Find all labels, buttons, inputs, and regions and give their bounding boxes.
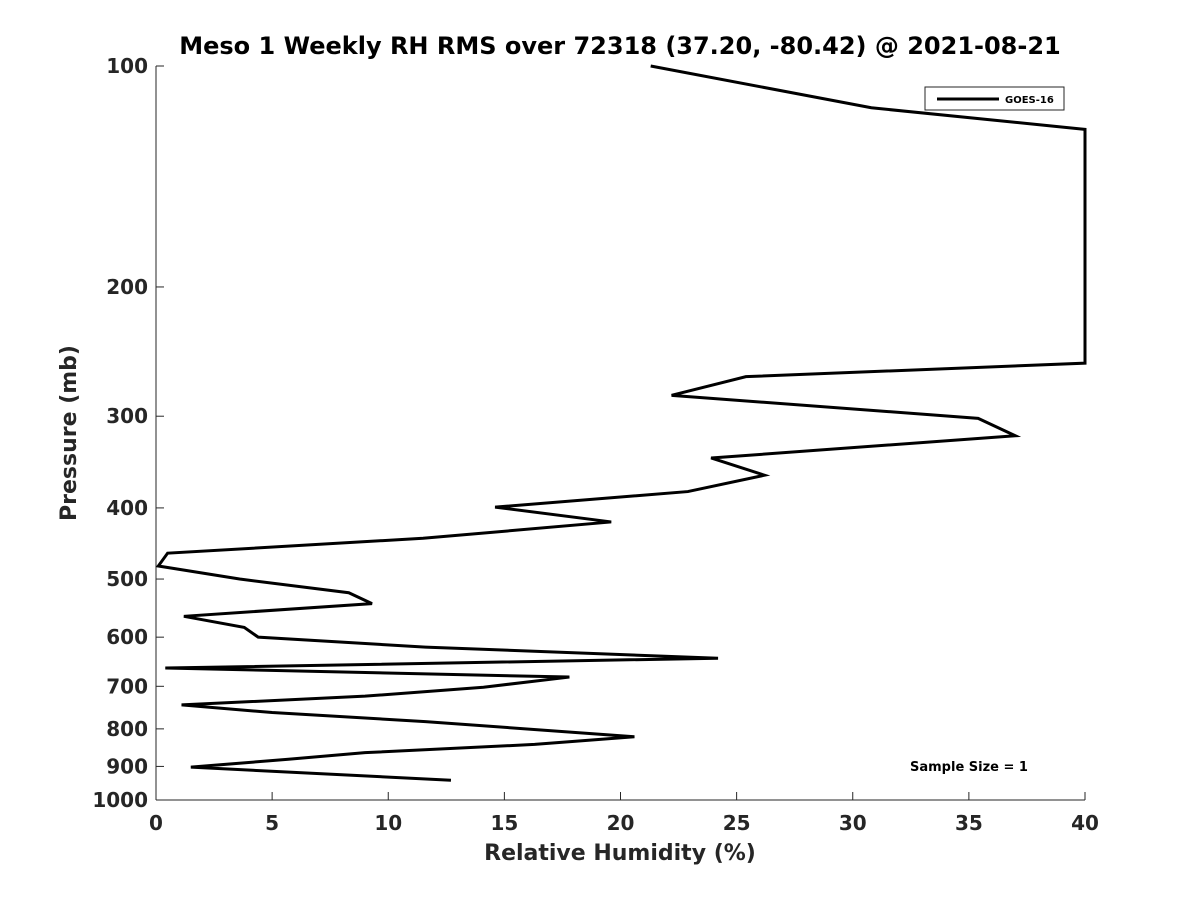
x-tick-label: 5: [265, 811, 279, 835]
x-tick-label: 10: [374, 811, 402, 835]
y-tick-label: 100: [106, 54, 148, 78]
chart-title: Meso 1 Weekly RH RMS over 72318 (37.20, …: [179, 32, 1061, 60]
series-line-goes-16: [155, 64, 1087, 782]
y-tick-label: 600: [106, 625, 148, 649]
y-tick-label: 700: [106, 674, 148, 698]
x-axis-ticks: 0 5 10 15 20 25 30 35 40: [149, 792, 1099, 835]
x-tick-label: 35: [955, 811, 983, 835]
sample-size-annotation: Sample Size = 1: [910, 760, 1028, 775]
x-tick-label: 30: [839, 811, 867, 835]
x-tick-label: 25: [723, 811, 751, 835]
legend-label: GOES-16: [1005, 95, 1054, 106]
x-tick-label: 20: [607, 811, 635, 835]
y-tick-label: 400: [106, 496, 148, 520]
x-tick-label: 0: [149, 811, 163, 835]
x-tick-label: 15: [490, 811, 518, 835]
y-tick-label: 800: [106, 717, 148, 741]
x-axis-label: Relative Humidity (%): [484, 841, 756, 866]
y-tick-label: 200: [106, 275, 148, 299]
y-axis-label: Pressure (mb): [57, 345, 82, 521]
y-tick-label: 500: [106, 567, 148, 591]
y-tick-label: 300: [106, 404, 148, 428]
y-tick-label: 1000: [92, 788, 148, 812]
y-tick-label: 900: [106, 754, 148, 778]
y-axis-ticks: 100 200 300 400 500 600 700 800 900 1000: [92, 54, 164, 812]
x-tick-label: 40: [1071, 811, 1099, 835]
legend: GOES-16: [924, 86, 1065, 111]
series-layer: [155, 64, 1087, 782]
